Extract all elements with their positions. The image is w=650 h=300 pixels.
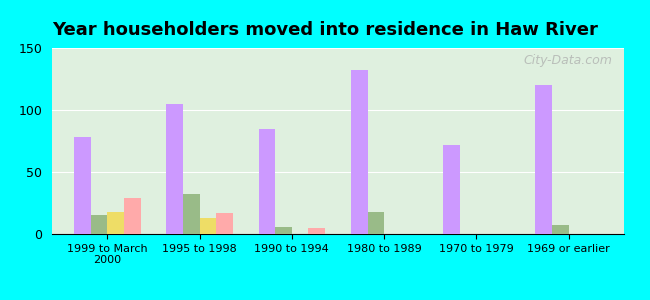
Bar xyxy=(367,212,384,234)
Bar xyxy=(183,194,200,234)
Bar xyxy=(124,198,140,234)
Bar xyxy=(216,213,233,234)
Bar xyxy=(91,215,107,234)
Text: City-Data.com: City-Data.com xyxy=(524,54,612,67)
Bar xyxy=(200,218,216,234)
Bar xyxy=(259,129,275,234)
Bar xyxy=(552,225,569,234)
Bar xyxy=(309,228,325,234)
Text: Year householders moved into residence in Haw River: Year householders moved into residence i… xyxy=(52,21,598,39)
Bar xyxy=(536,85,552,234)
Bar xyxy=(443,145,460,234)
Bar xyxy=(166,104,183,234)
Bar xyxy=(74,137,91,234)
Bar xyxy=(275,226,292,234)
Bar xyxy=(351,70,367,234)
Bar xyxy=(107,212,124,234)
